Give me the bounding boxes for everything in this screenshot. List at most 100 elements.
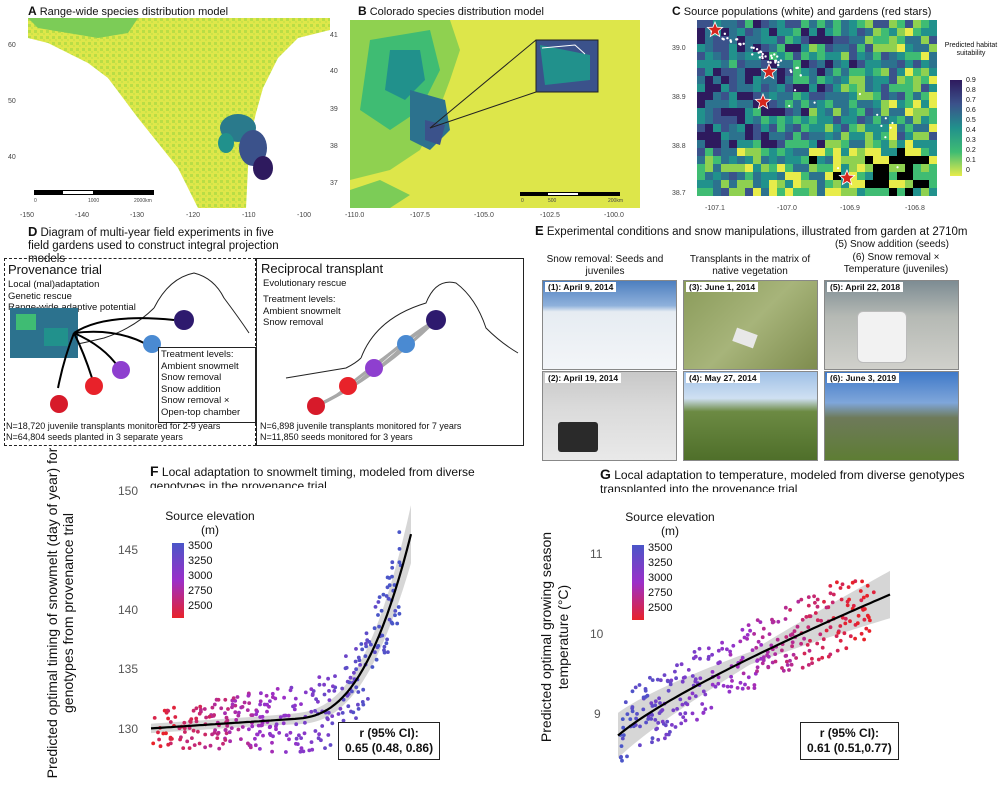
- data-point: [270, 691, 275, 696]
- data-point: [716, 661, 721, 666]
- data-point: [331, 684, 335, 689]
- data-point: [188, 719, 192, 724]
- data-point: [752, 683, 757, 687]
- f-ytick: 150: [118, 484, 139, 498]
- data-point: [806, 603, 811, 608]
- data-point: [828, 625, 833, 630]
- data-point: [234, 718, 239, 722]
- legend-tick: 3500: [188, 540, 213, 552]
- legend-tick: 0.1: [966, 157, 976, 164]
- data-point: [274, 727, 278, 732]
- legend-tick: 2750: [188, 585, 213, 597]
- a-xtick: -140: [75, 212, 90, 219]
- data-point: [698, 676, 703, 681]
- data-point: [282, 713, 286, 718]
- panel-letter-f: F: [150, 463, 159, 479]
- data-point: [288, 730, 293, 735]
- panel-a-title: Range-wide species distribution model: [39, 6, 229, 18]
- data-point: [655, 677, 660, 682]
- data-point: [822, 599, 826, 604]
- garden-star-icon: [754, 92, 772, 110]
- b-ytick: 41: [330, 32, 338, 39]
- data-point: [387, 617, 392, 622]
- a-scale: 0: [34, 198, 37, 204]
- data-point: [236, 727, 241, 732]
- data-point: [792, 629, 797, 633]
- data-point: [303, 720, 307, 725]
- f-legend-title: Source elevation (m): [165, 509, 255, 537]
- data-point: [221, 741, 225, 746]
- data-point: [247, 701, 252, 705]
- data-point: [373, 605, 378, 609]
- legend-tick: 2500: [188, 600, 213, 612]
- data-point: [716, 648, 721, 653]
- data-point: [810, 656, 814, 661]
- panel-b-title: Colorado species distribution model: [369, 6, 544, 18]
- data-point: [835, 580, 839, 585]
- data-point: [634, 716, 638, 721]
- data-point: [831, 592, 836, 597]
- data-point: [341, 718, 346, 723]
- data-point: [393, 609, 398, 613]
- data-point: [620, 717, 625, 721]
- data-point: [859, 631, 864, 636]
- data-point: [240, 705, 245, 709]
- data-point: [366, 697, 370, 701]
- data-point: [846, 585, 851, 589]
- data-point: [815, 641, 820, 646]
- panel-letter-d: D: [28, 224, 38, 239]
- g-legend-bar: [632, 545, 644, 620]
- prov-treat: Snow removal: [161, 372, 222, 383]
- data-point: [327, 698, 332, 702]
- data-point: [731, 643, 736, 648]
- data-point: [644, 720, 648, 725]
- panel-letter-e: E: [535, 223, 544, 238]
- data-point: [338, 706, 343, 711]
- data-point: [313, 729, 318, 733]
- data-point: [277, 731, 282, 735]
- data-point: [633, 685, 638, 690]
- data-point: [219, 706, 224, 711]
- data-point: [292, 707, 297, 712]
- data-point: [299, 702, 303, 706]
- data-point: [850, 580, 855, 585]
- f-legend-ticks: 3500 3250 3000 2750 2500: [188, 539, 212, 614]
- data-point: [187, 746, 192, 750]
- data-point: [245, 708, 250, 712]
- data-point: [806, 595, 811, 599]
- data-point: [224, 731, 229, 736]
- e-col3b: (6) Snow removal × Temperature (juvenile…: [843, 252, 949, 275]
- data-point: [730, 679, 734, 683]
- data-point: [725, 684, 730, 689]
- legend-tick: 0.3: [966, 137, 976, 144]
- data-point: [815, 618, 820, 623]
- data-point: [668, 682, 673, 687]
- c-xtick: -107.1: [705, 205, 725, 212]
- data-point: [789, 662, 794, 667]
- data-point: [836, 630, 841, 635]
- data-point: [255, 709, 259, 714]
- c-legend-bar: [950, 80, 962, 176]
- data-point: [716, 681, 721, 686]
- data-point: [674, 676, 678, 681]
- data-point: [158, 744, 163, 749]
- f-ytick: 140: [118, 603, 139, 617]
- panel-letter-a: A: [28, 4, 37, 18]
- data-point: [197, 711, 202, 716]
- data-point: [310, 692, 315, 696]
- data-point: [170, 737, 174, 741]
- data-point: [223, 728, 228, 732]
- data-point: [316, 699, 320, 704]
- g-ytick: 10: [590, 627, 604, 641]
- recip-n2: N=11,850 seeds monitored for 3 years: [260, 432, 413, 442]
- data-point: [182, 720, 187, 725]
- data-point: [267, 725, 272, 730]
- data-point: [845, 603, 850, 608]
- data-point: [183, 730, 187, 734]
- data-point: [620, 736, 625, 741]
- data-point: [173, 715, 178, 719]
- data-point: [348, 675, 353, 680]
- f-r-value: 0.65 (0.48, 0.86): [345, 741, 434, 755]
- data-point: [643, 688, 648, 693]
- data-point: [770, 620, 775, 625]
